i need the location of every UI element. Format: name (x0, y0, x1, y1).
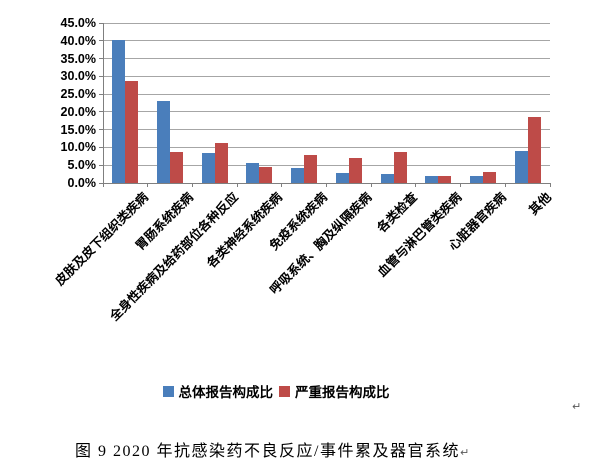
y-axis-label: 15.0% (60, 122, 96, 137)
x-axis-tick (191, 183, 193, 187)
x-axis-label: 其他 (525, 190, 554, 218)
bar-严重报告构成比-全身性疾病及给药部位各种反应 (214, 143, 228, 183)
bar-严重报告构成比-其他 (527, 116, 541, 183)
y-axis-label: 0.0% (67, 176, 97, 190)
y-axis-tick (99, 93, 103, 95)
x-axis-tick (102, 183, 104, 187)
bar-总体报告构成比-呼吸系统、胸及纵隔疾病 (335, 172, 349, 183)
bar-严重报告构成比-皮肤及皮下组织类疾病 (125, 80, 139, 183)
paragraph-return-icon: ↵ (459, 446, 470, 459)
bar-总体报告构成比-免疫系统疾病 (291, 168, 305, 183)
x-axis-tick (504, 183, 506, 187)
bar-严重报告构成比-免疫系统疾病 (304, 154, 318, 183)
figure-9-bar-chart: 0.0% 5.0% 10.0% 15.0% 20.0% 25.0% 30.0% 35.0% 40… (53, 16, 554, 324)
bar-总体报告构成比-皮肤及皮下组织类疾病 (112, 39, 126, 183)
x-axis-tick (370, 183, 372, 187)
gridline (103, 40, 550, 42)
x-axis-tick (281, 183, 283, 187)
x-axis-label: 各类检查 (374, 190, 420, 236)
y-axis-label: 30.0% (60, 69, 96, 84)
x-axis-label: 各类神经系统疾病 (204, 190, 286, 271)
gridline (103, 111, 550, 113)
paragraph-return-icon: ↵ (572, 400, 582, 413)
x-axis-tick (549, 183, 551, 187)
y-axis-tick (99, 22, 103, 24)
bar-总体报告构成比-各类神经系统疾病 (246, 162, 260, 183)
bar-严重报告构成比-各类检查 (393, 152, 407, 183)
gridline (103, 164, 550, 166)
gridline (103, 129, 550, 131)
x-axis-tick (147, 183, 149, 187)
y-axis-label: 45.0% (60, 16, 96, 30)
y-axis-label: 40.0% (60, 33, 96, 48)
bar-总体报告构成比-其他 (514, 150, 528, 183)
gridline (103, 58, 550, 60)
legend-swatch-icon (162, 385, 174, 397)
bar-严重报告构成比-心脏器官疾病 (482, 171, 496, 183)
bar-总体报告构成比-全身性疾病及给药部位各种反应 (201, 152, 215, 183)
y-axis-label: 35.0% (60, 51, 96, 66)
y-axis-label: 5.0% (67, 158, 97, 173)
y-axis-tick (99, 111, 103, 113)
x-axis-tick (236, 183, 238, 187)
gridline (103, 75, 550, 77)
x-axis-tick (326, 183, 327, 187)
y-axis-tick (99, 75, 103, 77)
figure-caption: 图 9 2020 年抗感染药不良反应/事件累及器官系统↵ (75, 437, 469, 461)
bar-严重报告构成比-血管与淋巴管类疾病 (438, 175, 452, 183)
x-axis-tick (460, 183, 462, 187)
bar-严重报告构成比-呼吸系统、胸及纵隔疾病 (348, 158, 362, 183)
y-axis-tick (99, 164, 103, 166)
legend-item-总体报告构成比: 总体报告构成比 (162, 381, 274, 401)
gridline (103, 22, 550, 24)
gridline (103, 146, 550, 148)
y-axis-line (103, 23, 104, 183)
x-axis-tick (415, 183, 417, 187)
legend-label: 总体报告构成比 (178, 385, 274, 400)
y-axis-tick (99, 40, 103, 42)
y-axis-label: 10.0% (60, 140, 96, 155)
y-axis-tick (99, 182, 103, 184)
x-axis-label: 血管与淋巴管类疾病 (374, 190, 465, 280)
y-axis-tick (99, 129, 103, 131)
bar-严重报告构成比-各类神经系统疾病 (259, 167, 273, 183)
bar-严重报告构成比-胃肠系统疾病 (170, 152, 184, 183)
y-axis-tick (99, 58, 103, 60)
figure-caption-text: 图 9 2020 年抗感染药不良反应/事件累及器官系统 (75, 443, 460, 460)
bar-总体报告构成比-血管与淋巴管类疾病 (425, 175, 439, 183)
y-axis-label: 25.0% (60, 87, 96, 102)
chart-legend: 总体报告构成比 严重报告构成比 (0, 381, 552, 401)
legend-swatch-icon (279, 385, 290, 397)
gridline (103, 93, 550, 95)
y-axis-label: 20.0% (60, 104, 96, 119)
bar-总体报告构成比-各类检查 (380, 173, 394, 183)
legend-item-严重报告构成比: 严重报告构成比 (279, 381, 390, 401)
bar-总体报告构成比-心脏器官疾病 (469, 176, 483, 183)
legend-label: 严重报告构成比 (295, 385, 390, 400)
bar-总体报告构成比-胃肠系统疾病 (157, 100, 171, 183)
y-axis-tick (99, 146, 103, 148)
